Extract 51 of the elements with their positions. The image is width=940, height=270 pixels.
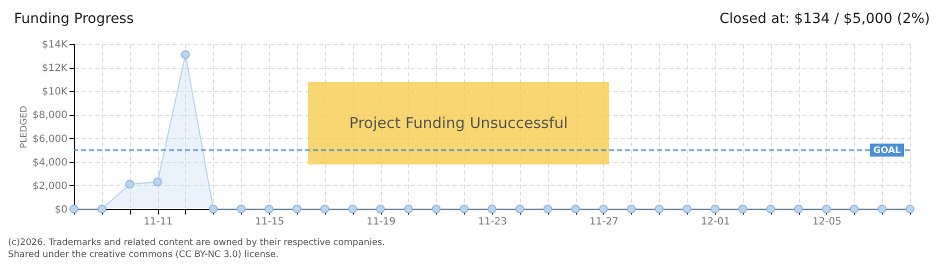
x-tick-label: 12-01 — [700, 216, 730, 228]
point — [626, 204, 636, 214]
point — [850, 204, 859, 214]
point — [599, 204, 608, 214]
point — [125, 180, 134, 189]
x-tick-label: 11-27 — [589, 216, 618, 228]
point — [97, 204, 106, 214]
annotation: Project Funding Unsuccessful — [349, 114, 568, 132]
point — [376, 204, 385, 214]
y-tick-label: $10K — [42, 86, 68, 98]
point — [264, 204, 274, 214]
point — [236, 204, 246, 214]
point — [320, 204, 330, 214]
y-tick-label: $2,000 — [32, 180, 68, 192]
point — [515, 204, 524, 214]
point — [181, 50, 190, 59]
ref-line-label: GOAL — [873, 146, 902, 156]
y-axis-title: PLEDGED — [20, 106, 30, 148]
point — [292, 204, 302, 214]
point — [766, 204, 776, 214]
x-tick-label: 11-19 — [366, 216, 396, 228]
x-tick-label: 11-23 — [478, 216, 508, 228]
point — [404, 204, 413, 214]
point — [822, 204, 831, 214]
point — [153, 178, 162, 186]
y-tick-label: $12K — [42, 63, 68, 74]
point — [460, 204, 469, 214]
text: Shared under the creative commons (CC BY-NC 3.0) license. — [8, 250, 279, 260]
x-tick-label: 12-05 — [812, 216, 842, 228]
y-tick-label: $6,000 — [32, 134, 68, 145]
point — [208, 204, 218, 214]
point — [738, 204, 748, 214]
point — [432, 204, 441, 214]
text: Closed at: $134 / $5,000 (2%) — [719, 11, 930, 27]
y-tick-label: $0 — [54, 204, 68, 216]
y-tick-label: $8,000 — [32, 110, 68, 122]
x-tick-label: 11-15 — [255, 216, 284, 228]
text: (c)2026. Trademarks and related content are owned by their respective companies. — [8, 238, 386, 248]
point — [348, 204, 358, 214]
x-tick-label: 11-11 — [144, 216, 173, 228]
point — [878, 204, 887, 214]
y-tick-label: $14K — [42, 40, 68, 50]
chart-title: Funding Progress — [14, 11, 134, 27]
point — [543, 204, 552, 214]
point — [571, 204, 580, 214]
point — [654, 204, 664, 214]
point — [682, 204, 692, 214]
point — [710, 204, 720, 214]
point — [488, 204, 496, 214]
y-tick-label: $4,000 — [32, 157, 68, 168]
point — [794, 204, 803, 214]
